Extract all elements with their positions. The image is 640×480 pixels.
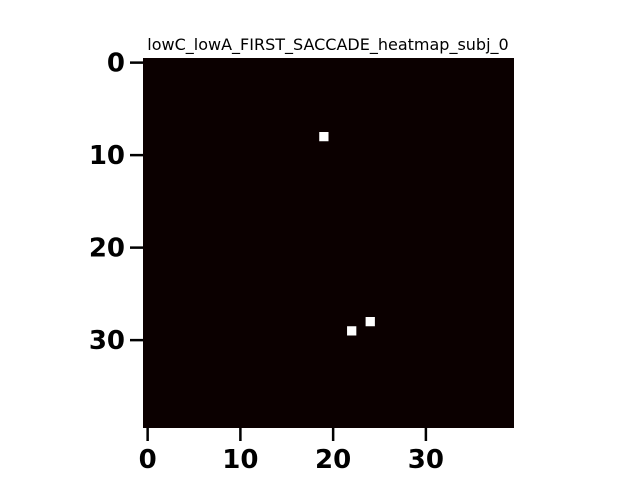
y-tick-label: 10 — [89, 141, 125, 171]
x-tick-label: 20 — [315, 445, 351, 475]
heatmap-cell-1 — [365, 317, 375, 327]
heatmap-cell-2 — [347, 326, 357, 336]
x-tick-label: 10 — [222, 445, 258, 475]
chart-title: lowC_lowA_FIRST_SACCADE_heatmap_subj_0 — [147, 35, 508, 55]
y-tick-label: 0 — [107, 49, 125, 79]
y-axis: 0 10 20 30 — [89, 49, 143, 356]
heatmap-background — [143, 58, 514, 428]
y-tick-label: 30 — [89, 326, 125, 356]
heatmap-cell-0 — [319, 132, 329, 142]
x-tick-label: 30 — [408, 445, 444, 475]
y-tick-label: 20 — [89, 234, 125, 264]
x-axis: 0 10 20 30 — [139, 428, 444, 475]
heatmap-cells — [319, 132, 375, 336]
x-tick-label: 0 — [139, 445, 157, 475]
